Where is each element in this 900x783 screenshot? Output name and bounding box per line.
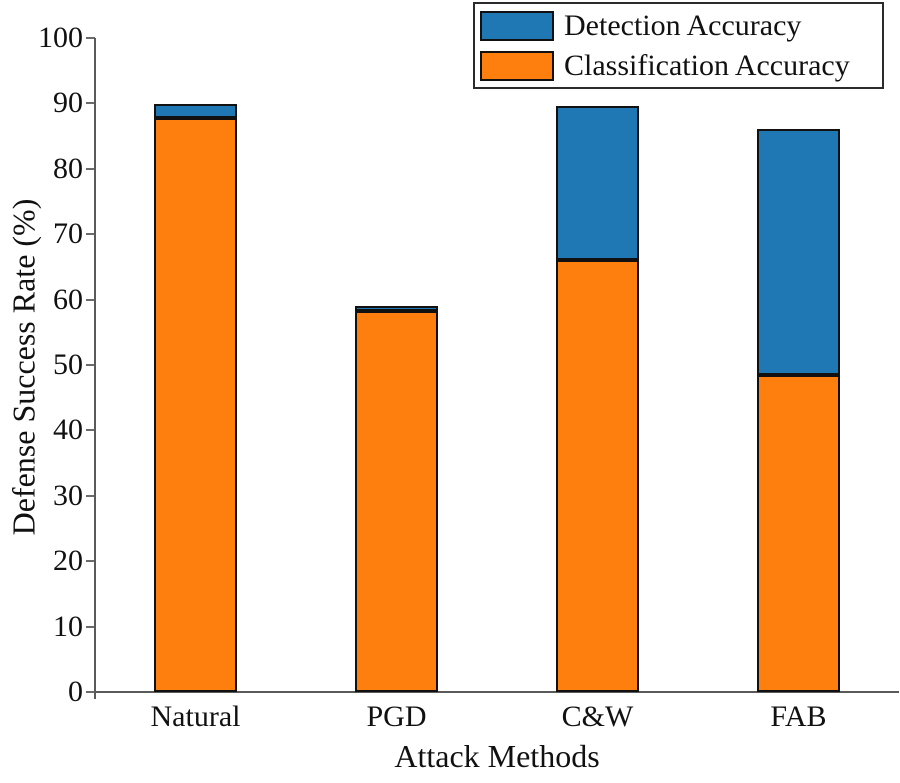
- y-tick-mark: [86, 494, 95, 497]
- legend-entry: Detection Accuracy: [480, 8, 878, 43]
- y-tick-label: 40: [53, 413, 83, 447]
- y-tick-mark: [86, 691, 95, 693]
- bar-segment-detection-PGD: [355, 306, 438, 311]
- y-tick-mark: [86, 364, 95, 366]
- legend-swatch: [480, 50, 554, 81]
- x-axis-title: Attack Methods: [394, 738, 600, 774]
- x-tick-label-Natural: Natural: [150, 700, 241, 733]
- legend: Detection Accuracy Classification Accurac…: [473, 2, 884, 89]
- x-tick-label-PGD: PGD: [366, 700, 427, 733]
- y-tick-label: 60: [53, 282, 83, 316]
- y-axis-line: [94, 38, 96, 699]
- bar-segment-classification-C&W: [556, 259, 639, 692]
- bar-segment-detection-Natural: [154, 104, 237, 119]
- y-tick-mark: [86, 37, 95, 39]
- legend-label: Detection Accuracy: [564, 8, 802, 42]
- y-tick-label: 20: [53, 544, 83, 578]
- y-tick-label: 90: [53, 86, 83, 120]
- y-tick-label: 80: [53, 151, 83, 185]
- legend-swatch: [480, 10, 554, 41]
- bar-segment-classification-Natural: [154, 118, 237, 692]
- x-tick-label-C&W: C&W: [561, 700, 634, 733]
- y-tick-mark: [86, 560, 95, 563]
- x-axis-line: [95, 691, 899, 693]
- y-tick-mark: [86, 625, 95, 628]
- y-tick-label: 50: [53, 348, 83, 381]
- y-tick-label: 10: [53, 609, 83, 643]
- y-tick-label: 30: [53, 478, 83, 512]
- y-tick-mark: [86, 167, 95, 170]
- y-tick-mark: [86, 429, 95, 432]
- bar-segment-detection-C&W: [556, 106, 639, 260]
- y-tick-mark: [86, 298, 95, 301]
- y-tick-label: 100: [38, 21, 83, 54]
- bar-segment-classification-PGD: [355, 310, 438, 692]
- bar-segment-detection-FAB: [757, 128, 840, 375]
- y-tick-label: 70: [53, 217, 83, 251]
- y-tick-mark: [86, 102, 95, 105]
- y-tick-mark: [86, 233, 95, 236]
- bar-segment-classification-FAB: [757, 374, 840, 692]
- legend-entry: Classification Accuracy: [480, 48, 878, 83]
- x-tick-label-FAB: FAB: [770, 700, 827, 733]
- legend-label: Classification Accuracy: [564, 48, 850, 82]
- y-tick-label: 0: [68, 675, 83, 708]
